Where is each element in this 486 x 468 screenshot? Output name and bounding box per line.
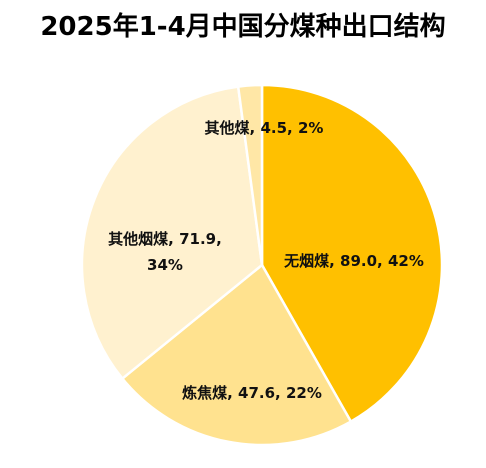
chart-title: 2025年1-4月中国分煤种出口结构	[40, 12, 446, 42]
pie-slice-1	[260, 83, 444, 424]
data-label-4: 其他煤, 4.5, 2%	[205, 119, 324, 137]
pie-slice-2	[120, 263, 353, 447]
data-label-3: 其他烟煤, 71.9, 34%	[108, 230, 222, 274]
pie-slice-3	[80, 85, 264, 381]
data-label-2: 炼焦煤, 47.6, 22%	[182, 384, 322, 402]
pie-slice-4	[236, 83, 264, 266]
data-label-1: 无烟煤, 89.0, 42%	[283, 252, 424, 270]
